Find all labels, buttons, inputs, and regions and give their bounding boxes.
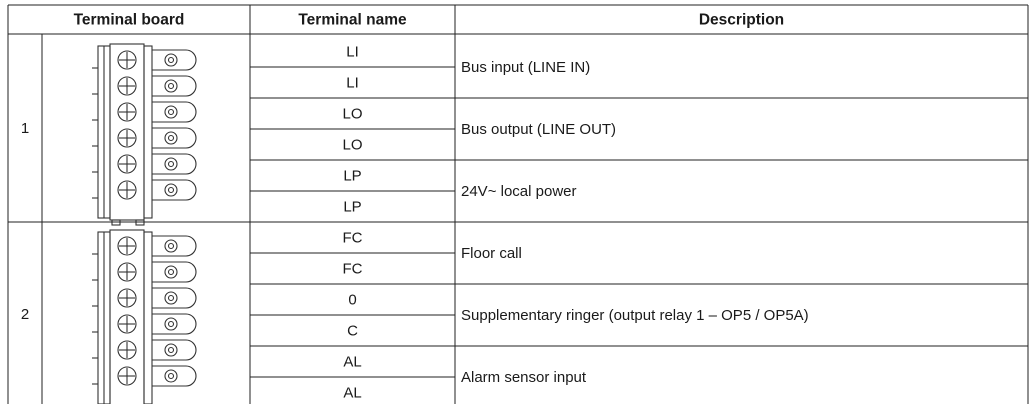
terminal-name: FC: [343, 229, 363, 246]
terminal-name: LO: [342, 136, 362, 153]
header-cell: Terminal name: [298, 12, 407, 29]
connector-drawing: [92, 230, 196, 404]
terminal-name: LI: [346, 43, 359, 60]
terminal-name: LO: [342, 105, 362, 122]
board-number: 1: [21, 120, 29, 137]
header-cell: Terminal board: [74, 12, 185, 29]
header-cell: Description: [699, 12, 784, 29]
description: Floor call: [461, 245, 522, 262]
terminal-name: C: [347, 322, 358, 339]
description: Alarm sensor input: [461, 369, 587, 386]
description: Supplementary ringer (output relay 1 – O…: [461, 307, 809, 324]
terminal-name: LP: [343, 167, 361, 184]
description: Bus input (LINE IN): [461, 59, 590, 76]
terminal-name: LI: [346, 74, 359, 91]
connector-drawing: [92, 44, 196, 225]
description: Bus output (LINE OUT): [461, 121, 616, 138]
terminal-name: LP: [343, 198, 361, 215]
terminal-name: AL: [343, 353, 361, 370]
terminal-name: 0: [348, 291, 356, 308]
board-number: 2: [21, 306, 29, 323]
terminal-name: AL: [343, 384, 361, 401]
terminal-name: FC: [343, 260, 363, 277]
description: 24V~ local power: [461, 183, 577, 200]
